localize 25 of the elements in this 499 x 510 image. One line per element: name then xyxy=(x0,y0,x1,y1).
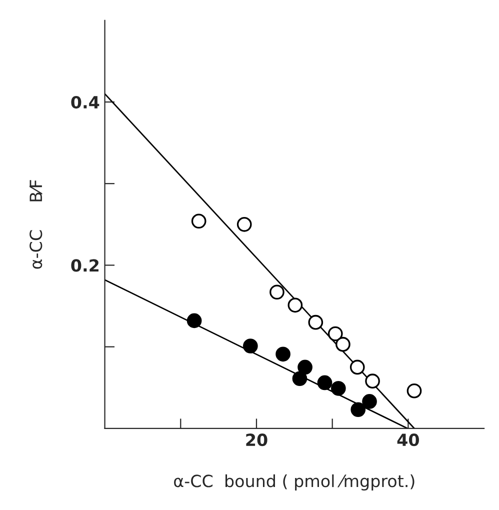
point xyxy=(270,284,284,300)
point xyxy=(362,394,377,409)
x-tick-label: 40 xyxy=(397,434,419,446)
x-tick-label: 20 xyxy=(246,434,268,446)
point xyxy=(350,402,366,418)
point xyxy=(317,375,332,390)
y-tick-label: 0.4 xyxy=(71,96,100,109)
point xyxy=(350,360,365,375)
y-axis-title: α-CC B⁄F xyxy=(30,180,42,269)
x-axis-title: α-CC bound ( pmol ⁄mgprot.) xyxy=(174,474,414,491)
point xyxy=(186,313,202,328)
point xyxy=(298,360,312,375)
point xyxy=(336,336,350,352)
point xyxy=(328,326,343,342)
point xyxy=(330,380,346,396)
point xyxy=(308,314,324,330)
point xyxy=(191,214,206,229)
point xyxy=(365,374,380,388)
point xyxy=(288,298,303,313)
point xyxy=(242,338,258,354)
point xyxy=(406,383,422,398)
y-tick-label: 0.2 xyxy=(71,259,98,272)
point xyxy=(276,346,290,362)
point xyxy=(292,371,308,386)
point xyxy=(236,216,252,232)
